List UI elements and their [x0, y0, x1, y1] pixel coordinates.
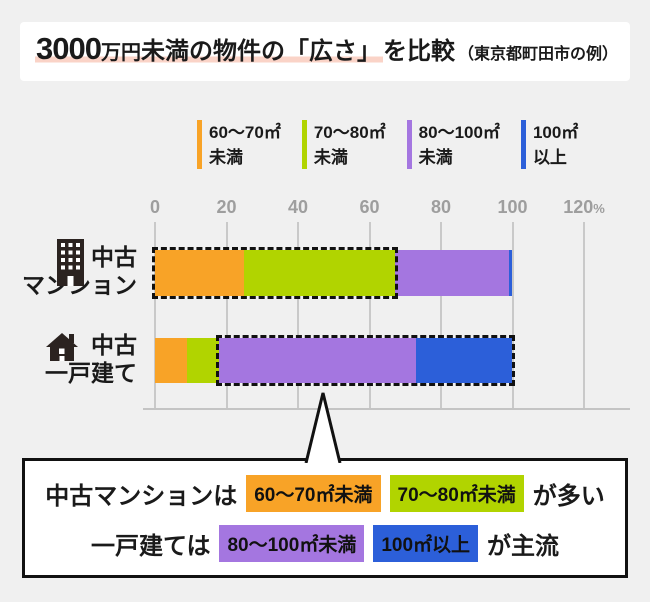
highlight-dashed-box-1: [216, 335, 516, 386]
x-tick-label-40: 40: [287, 197, 309, 217]
x-tick-label-20: 20: [216, 197, 237, 217]
callout-chip-0-0: 60〜70㎡未満: [246, 474, 381, 512]
legend-label: 80〜100㎡ 未満: [418, 123, 500, 167]
callout-line-0: 中古マンションは 60〜70㎡未満 70〜80㎡未満 が多い: [45, 474, 605, 512]
legend-label: 60〜70㎡ 未満: [209, 123, 281, 167]
callout-chip-1-0: 80〜100㎡未満: [219, 524, 365, 562]
callout-suffix: が主流: [487, 532, 560, 560]
gridline-80: [440, 222, 442, 409]
callout-chip-0-1: 70〜80㎡未満: [389, 474, 524, 512]
x-tick-label-80: 80: [430, 197, 452, 217]
callout-line-1: 一戸建ては 80〜100㎡未満 100㎡以上 が主流: [90, 524, 560, 562]
x-axis-unit: %: [593, 201, 605, 216]
x-tick-label-60: 60: [359, 197, 380, 217]
row-label-1: 中古 一戸建て: [45, 332, 137, 386]
bar-0-segment-0: [155, 250, 245, 296]
gridline-20: [225, 222, 228, 409]
callout-suffix: が多い: [532, 482, 605, 510]
bar-0-segment-3: [508, 250, 513, 296]
x-tick-label-100: 100: [497, 197, 528, 217]
callout-prefix: 中古マンションは: [45, 482, 238, 510]
gridline-100: [511, 222, 514, 409]
legend-item-2: 80〜100㎡ 未満: [406, 120, 500, 170]
title-note: （東京都町田市の例）: [457, 46, 618, 63]
legend-label: 100㎡ 以上: [532, 123, 579, 167]
bar-0: [155, 250, 513, 296]
bar-1-segment-3: [415, 338, 513, 383]
house-icon: [46, 333, 78, 366]
legend-label: 70〜80㎡ 未満: [313, 123, 386, 167]
legend-swatch: [520, 120, 526, 169]
callout-pointer-icon: [304, 392, 342, 463]
gridline-0: [154, 222, 156, 409]
legend-item-1: 70〜80㎡ 未満: [301, 120, 386, 170]
title-amount: 3000: [36, 31, 102, 66]
x-tick-label-0: 0: [149, 197, 160, 217]
bar-1-segment-2: [219, 338, 416, 383]
legend: 60〜70㎡ 未満 70〜80㎡ 未満 80〜100㎡ 未満 100㎡ 以上: [197, 120, 578, 170]
bar-1: [155, 338, 513, 383]
title-amount-unit: 万円: [100, 42, 141, 64]
legend-swatch: [406, 120, 412, 169]
highlight-dashed-box-0: [152, 247, 398, 299]
bar-1-segment-1: [187, 338, 220, 383]
page-title: 3000万円未満の物件の「広さ」を比較 （東京都町田市の例）: [20, 22, 630, 81]
legend-item-3: 100㎡ 以上: [520, 120, 579, 170]
title-text: 3000万円未満の物件の「広さ」を比較 （東京都町田市の例）: [35, 19, 618, 84]
gridline-40: [297, 222, 299, 409]
legend-swatch: [197, 120, 202, 169]
callout-chip-1-1: 100㎡以上: [373, 524, 479, 562]
gridline-60: [368, 222, 371, 409]
title-highlight-rest: 未満の物件の「広さ」: [140, 38, 381, 65]
title-after: を比較: [382, 38, 455, 65]
gridline-120: [583, 222, 585, 409]
building-icon: [57, 239, 84, 291]
x-tick-label-120: 120%: [563, 197, 605, 217]
x-axis-line: [143, 408, 630, 410]
callout-prefix: 一戸建ては: [90, 532, 211, 560]
bar-0-segment-1: [244, 250, 395, 296]
bar-0-segment-2: [394, 250, 509, 296]
legend-swatch: [301, 120, 307, 169]
legend-item-0: 60〜70㎡ 未満: [197, 120, 281, 170]
title-highlighted-part: 3000万円未満の物件の「広さ」: [35, 31, 383, 66]
bar-1-segment-0: [155, 338, 188, 383]
callout-box: 中古マンションは 60〜70㎡未満 70〜80㎡未満 が多い一戸建ては 80〜100㎡未…: [22, 458, 628, 578]
